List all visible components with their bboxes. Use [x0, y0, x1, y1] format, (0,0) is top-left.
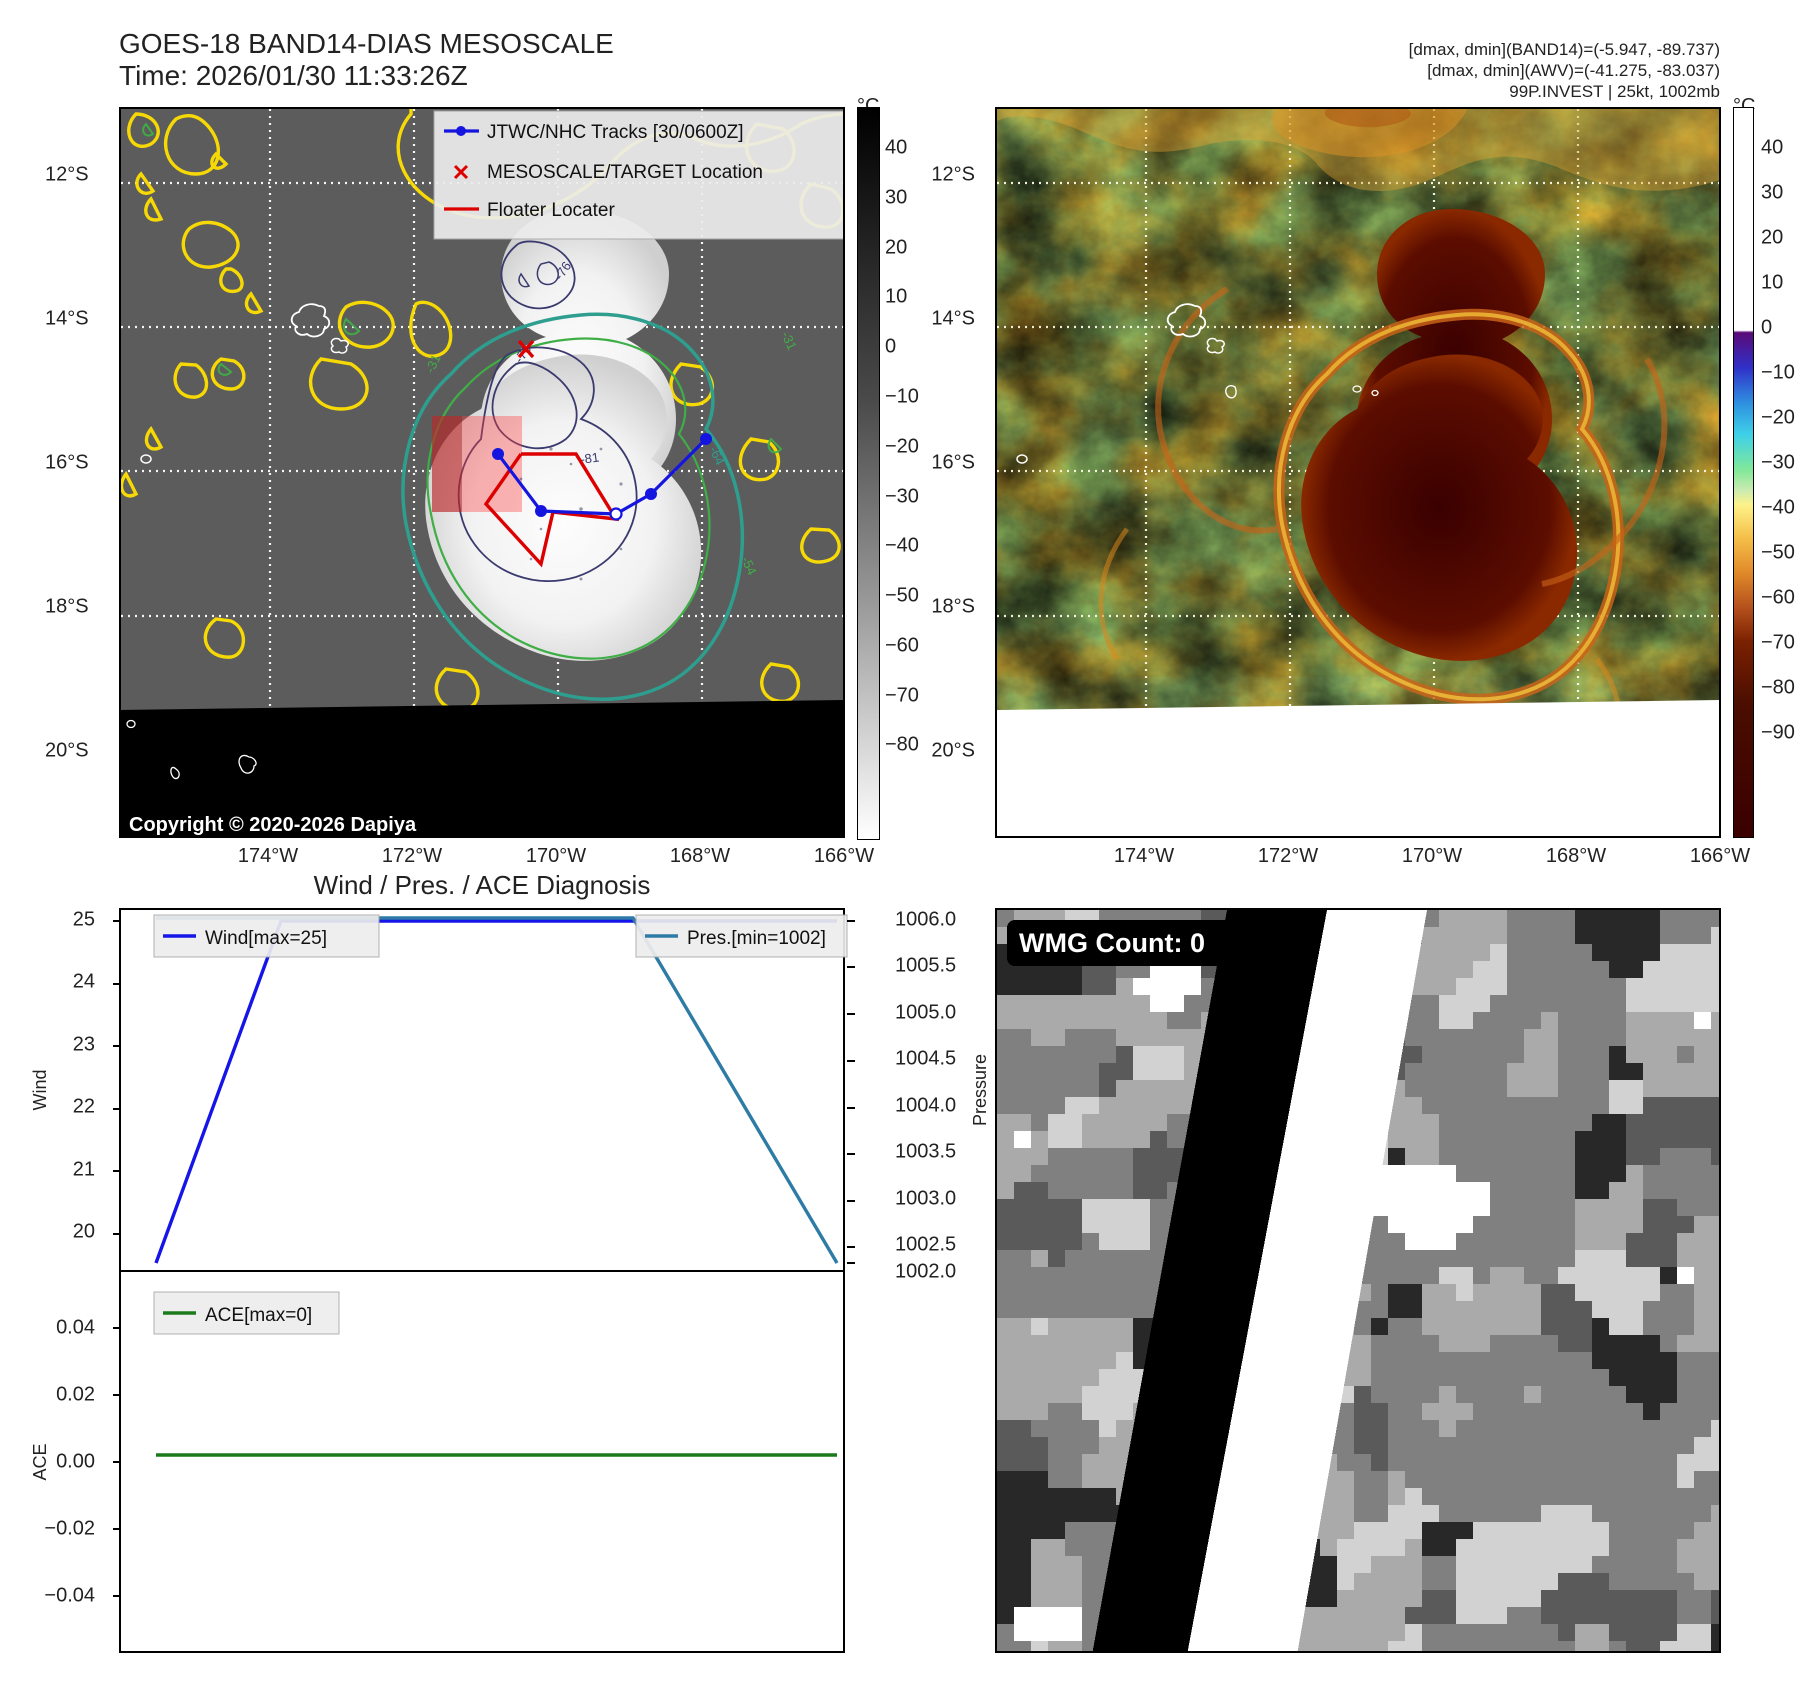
svg-text:WMG Count: 0: WMG Count: 0	[1019, 928, 1205, 958]
svg-text:ACE[max=0]: ACE[max=0]	[205, 1305, 312, 1326]
svg-text:Wind[max=25]: Wind[max=25]	[205, 928, 327, 949]
svg-text:JTWC/NHC Tracks [30/0600Z]: JTWC/NHC Tracks [30/0600Z]	[487, 122, 744, 143]
svg-text:Floater Locater: Floater Locater	[487, 200, 615, 221]
svg-text:Copyright © 2020-2026 Dapiya: Copyright © 2020-2026 Dapiya	[129, 814, 417, 836]
svg-text:Pres.[min=1002]: Pres.[min=1002]	[687, 928, 826, 949]
svg-text:MESOSCALE/TARGET Location: MESOSCALE/TARGET Location	[487, 162, 763, 183]
